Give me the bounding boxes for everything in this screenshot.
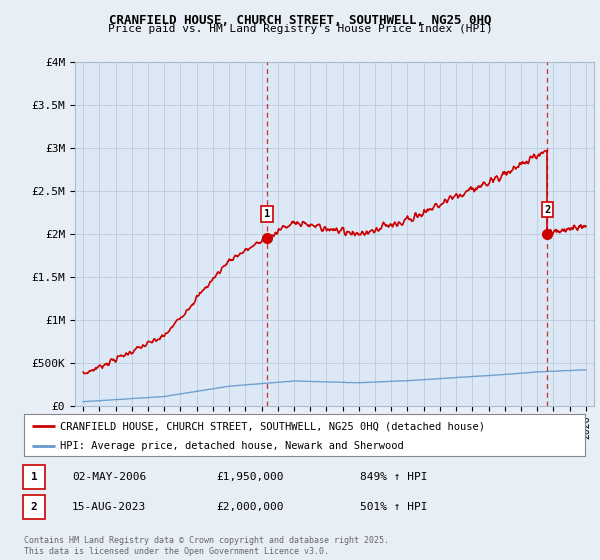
Text: CRANFIELD HOUSE, CHURCH STREET, SOUTHWELL, NG25 0HQ (detached house): CRANFIELD HOUSE, CHURCH STREET, SOUTHWEL… [61,421,485,431]
Text: 2: 2 [544,205,550,214]
Text: 2: 2 [31,502,37,512]
Text: 02-MAY-2006: 02-MAY-2006 [72,472,146,482]
Text: CRANFIELD HOUSE, CHURCH STREET, SOUTHWELL, NG25 0HQ: CRANFIELD HOUSE, CHURCH STREET, SOUTHWEL… [109,14,491,27]
Text: 1: 1 [31,472,37,482]
Text: 501% ↑ HPI: 501% ↑ HPI [360,502,427,512]
Text: HPI: Average price, detached house, Newark and Sherwood: HPI: Average price, detached house, Newa… [61,441,404,451]
Text: 849% ↑ HPI: 849% ↑ HPI [360,472,427,482]
Text: £1,950,000: £1,950,000 [216,472,284,482]
Text: 15-AUG-2023: 15-AUG-2023 [72,502,146,512]
Text: £2,000,000: £2,000,000 [216,502,284,512]
Text: Price paid vs. HM Land Registry's House Price Index (HPI): Price paid vs. HM Land Registry's House … [107,24,493,34]
Text: Contains HM Land Registry data © Crown copyright and database right 2025.
This d: Contains HM Land Registry data © Crown c… [24,536,389,556]
Text: 1: 1 [264,209,270,219]
